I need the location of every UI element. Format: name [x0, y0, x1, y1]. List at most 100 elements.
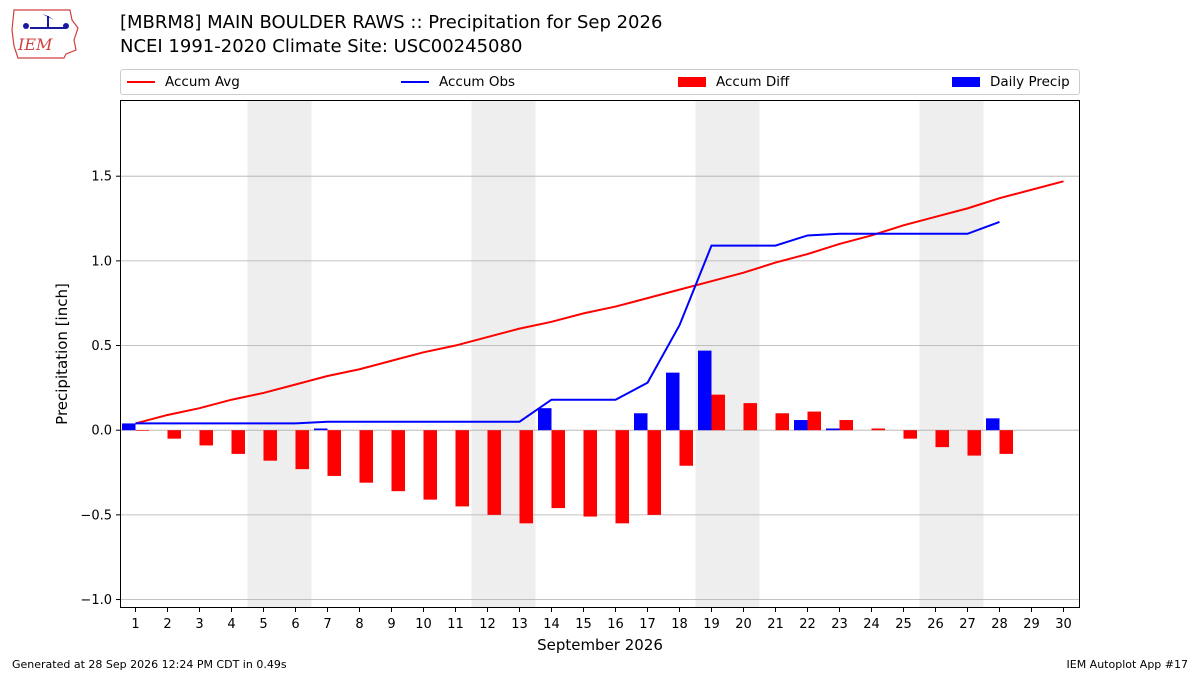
accum-diff-bar: [647, 430, 661, 515]
accum-avg-line: [135, 180, 1064, 425]
chart-subtitle: NCEI 1991-2020 Climate Site: USC00245080: [120, 36, 523, 57]
x-tick-label: 22: [799, 617, 816, 632]
x-tick-label: 10: [415, 617, 432, 632]
accum-diff-bar: [935, 430, 949, 448]
accum-diff-bar: [583, 430, 597, 517]
accum-diff-bar: [999, 430, 1013, 454]
accum-diff-bar: [967, 430, 981, 456]
legend-item-accum-diff: Accum Diff: [678, 73, 789, 91]
y-tick-label: 0.0: [91, 424, 112, 439]
x-tick-label: 27: [959, 617, 976, 632]
x-axis-label: September 2026: [537, 636, 663, 654]
y-tick-label: 1.5: [91, 170, 112, 185]
daily-precip-bar: [538, 408, 552, 431]
accum-diff-bar: [807, 411, 821, 431]
x-tick-label: 1: [131, 617, 139, 632]
accum-diff-bar: [135, 430, 149, 431]
footer-generated-text: Generated at 28 Sep 2026 12:24 PM CDT in…: [12, 658, 287, 671]
accum-diff-bar: [327, 430, 341, 476]
x-tick-label: 16: [607, 617, 624, 632]
legend-swatch-red-line: [127, 81, 155, 83]
accum-diff-bar: [167, 430, 181, 439]
weekend-band: [919, 100, 984, 608]
y-tick-label: 0.5: [91, 339, 112, 354]
legend-label: Accum Avg: [165, 74, 240, 90]
x-tick-label: 18: [671, 617, 688, 632]
legend-item-accum-obs: Accum Obs: [401, 73, 515, 91]
weekend-band: [247, 100, 312, 608]
legend-swatch-blue-line: [401, 81, 429, 83]
y-axis-label: Precipitation [inch]: [53, 283, 71, 425]
legend-item-daily-precip: Daily Precip: [952, 73, 1070, 91]
accum-diff-bar: [743, 403, 757, 431]
legend-label: Accum Obs: [439, 74, 516, 90]
accum-diff-bar: [199, 430, 213, 446]
accum-diff-bar: [551, 430, 565, 509]
x-tick-label: 23: [831, 617, 848, 632]
accum-diff-bar: [487, 430, 501, 515]
x-tick-label: 24: [863, 617, 880, 632]
chart-legend: Accum Avg Accum Obs Accum Diff Daily Pre…: [120, 69, 1080, 95]
legend-item-accum-avg: Accum Avg: [127, 73, 240, 91]
x-tick-label: 12: [479, 617, 496, 632]
accum-diff-bar: [871, 428, 885, 431]
x-tick-label: 26: [927, 617, 944, 632]
x-tick-label: 15: [575, 617, 592, 632]
x-tick-label: 20: [735, 617, 752, 632]
accum-diff-bar: [231, 430, 245, 454]
y-gridlines: [120, 175, 1080, 600]
weekend-shading: [247, 100, 984, 608]
x-tick-label: 28: [991, 617, 1008, 632]
daily-precip-bar: [794, 420, 808, 431]
x-tick-label: 17: [639, 617, 656, 632]
accum-diff-bar: [775, 413, 789, 431]
accum-diff-bar: [263, 430, 277, 461]
x-tick-label: 11: [447, 617, 464, 632]
iem-logo-text: IEM: [17, 35, 53, 54]
x-tick-label: 7: [323, 617, 331, 632]
x-tick-label: 3: [195, 617, 203, 632]
accum-diff-bar: [295, 430, 309, 470]
x-tick-label: 2: [163, 617, 171, 632]
x-tick-label: 25: [895, 617, 912, 632]
x-tick-label: 30: [1055, 617, 1072, 632]
lines: [135, 180, 1064, 425]
y-axis-ticks: −1.0 −0.5 0.0 0.5 1.0 1.5: [80, 170, 120, 608]
chart-title: [MBRM8] MAIN BOULDER RAWS :: Precipitati…: [120, 12, 663, 33]
accum-diff-bar: [455, 430, 469, 507]
plot-frame: [120, 100, 1080, 608]
accum-obs-line: [135, 220, 1000, 425]
accum-diff-bar: [519, 430, 533, 524]
daily-precip-bar: [826, 428, 840, 431]
legend-label: Daily Precip: [990, 74, 1070, 90]
y-tick-label: 1.0: [91, 254, 112, 269]
x-axis-ticks: 1 2 3 4 5 6 7 8 9 10 11 12 13 14 15 16 17 18 19 20 21 22 23 24 2…: [131, 608, 1072, 632]
legend-swatch-blue-box: [952, 77, 980, 87]
x-tick-label: 9: [387, 617, 395, 632]
legend-swatch-red-box: [678, 77, 706, 87]
accum-diff-bar: [359, 430, 373, 483]
daily-precip-bar: [666, 372, 680, 431]
accum-diff-bar: [423, 430, 437, 500]
legend-label: Accum Diff: [716, 74, 790, 90]
daily-precip-bar: [634, 413, 648, 431]
x-tick-label: 8: [355, 617, 363, 632]
bars: [122, 350, 1013, 524]
accum-diff-bar: [903, 430, 917, 439]
x-tick-label: 29: [1023, 617, 1040, 632]
x-tick-label: 5: [259, 617, 267, 632]
x-tick-label: 4: [227, 617, 235, 632]
y-tick-label: −0.5: [80, 508, 112, 523]
daily-precip-bar: [698, 350, 712, 431]
daily-precip-bar: [986, 418, 1000, 431]
accum-diff-bar: [711, 394, 725, 431]
x-tick-label: 14: [543, 617, 560, 632]
daily-precip-bar: [314, 428, 328, 431]
footer-app-label: IEM Autoplot App #17: [1066, 658, 1189, 671]
iem-logo: IEM: [11, 9, 79, 59]
accum-diff-bar: [391, 430, 405, 492]
y-tick-label: −1.0: [80, 593, 112, 608]
x-tick-label: 13: [511, 617, 528, 632]
daily-precip-bar: [122, 423, 136, 431]
